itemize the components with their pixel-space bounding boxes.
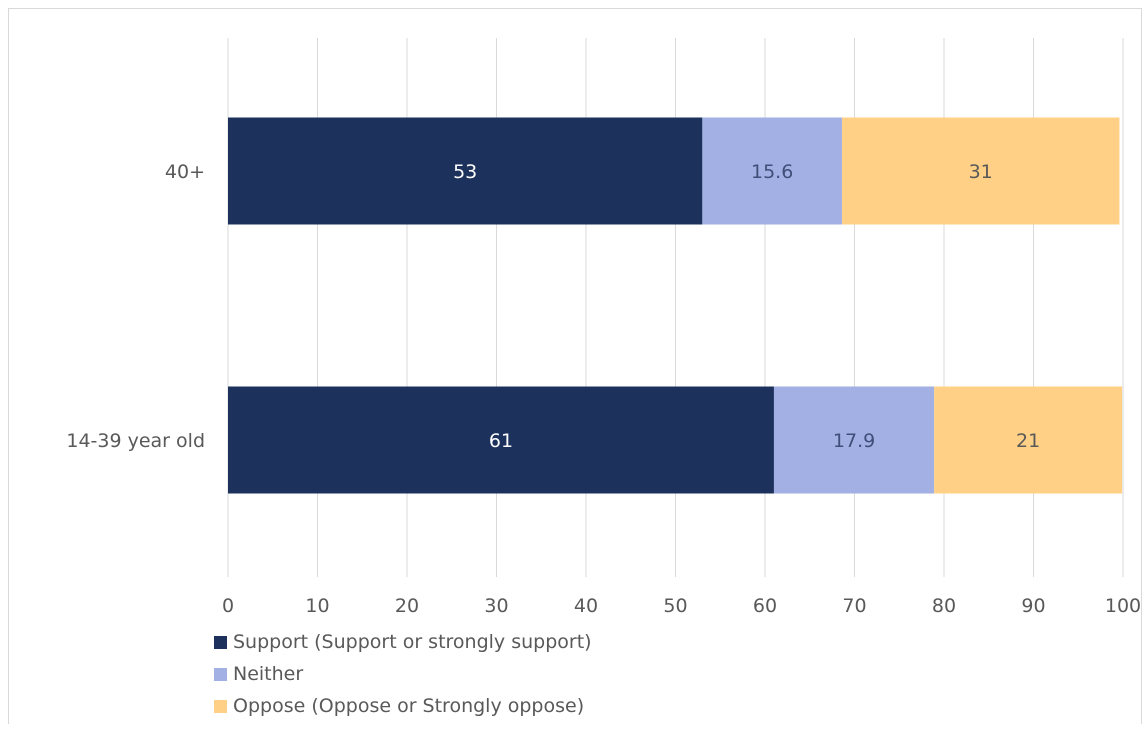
legend-item-support: Support (Support or strongly support) <box>214 626 592 658</box>
x-tick-label-100: 100 <box>1105 595 1141 617</box>
chart-frame <box>8 8 1142 724</box>
bar-neither-40 <box>702 117 842 225</box>
x-tick-label-80: 80 <box>932 595 956 617</box>
legend-label-oppose: Oppose (Oppose or Strongly oppose) <box>233 695 585 717</box>
legend-label-neither: Neither <box>233 663 304 685</box>
x-tick-label-20: 20 <box>395 595 419 617</box>
data-label-oppose-14-39-year-old: 21 <box>1016 430 1040 452</box>
data-label-neither-40: 15.6 <box>751 161 793 183</box>
bar-oppose-40 <box>841 117 1120 225</box>
legend-swatch-support <box>214 635 227 649</box>
category-label-1: 14-39 year old <box>66 430 205 452</box>
data-label-support-14-39-year-old: 61 <box>489 430 513 452</box>
x-tick-label-30: 30 <box>484 595 508 617</box>
x-tick-label-10: 10 <box>305 595 329 617</box>
data-label-neither-14-39-year-old: 17.9 <box>833 430 875 452</box>
category-labels: 40+ 14-39 year old <box>66 161 205 452</box>
bars <box>228 117 1123 494</box>
legend-item-neither: Neither <box>214 658 592 690</box>
x-tick-label-50: 50 <box>663 595 687 617</box>
x-axis-ticks: 0 10 20 30 40 50 60 70 80 90 100 <box>222 595 1141 617</box>
x-tick-label-0: 0 <box>222 595 234 617</box>
data-label-oppose-40: 31 <box>969 161 993 183</box>
legend-item-oppose: Oppose (Oppose or Strongly oppose) <box>214 690 592 722</box>
legend-swatch-neither <box>214 667 227 681</box>
bar-support-14-39-year-old <box>228 386 774 494</box>
bar-neither-14-39-year-old <box>773 386 935 494</box>
bar-oppose-14-39-year-old <box>934 386 1123 494</box>
legend: Support (Support or strongly support) Ne… <box>214 626 592 722</box>
x-tick-label-90: 90 <box>1021 595 1045 617</box>
data-labels: 53 15.6 31 61 17.9 21 <box>453 161 1040 452</box>
legend-swatch-oppose <box>214 699 227 713</box>
x-tick-label-70: 70 <box>842 595 866 617</box>
x-tick-label-60: 60 <box>753 595 777 617</box>
x-tick-label-40: 40 <box>574 595 598 617</box>
bar-support-40 <box>228 117 703 225</box>
legend-label-support: Support (Support or strongly support) <box>233 631 592 653</box>
data-label-support-40: 53 <box>453 161 477 183</box>
category-label-0: 40+ <box>165 161 205 183</box>
